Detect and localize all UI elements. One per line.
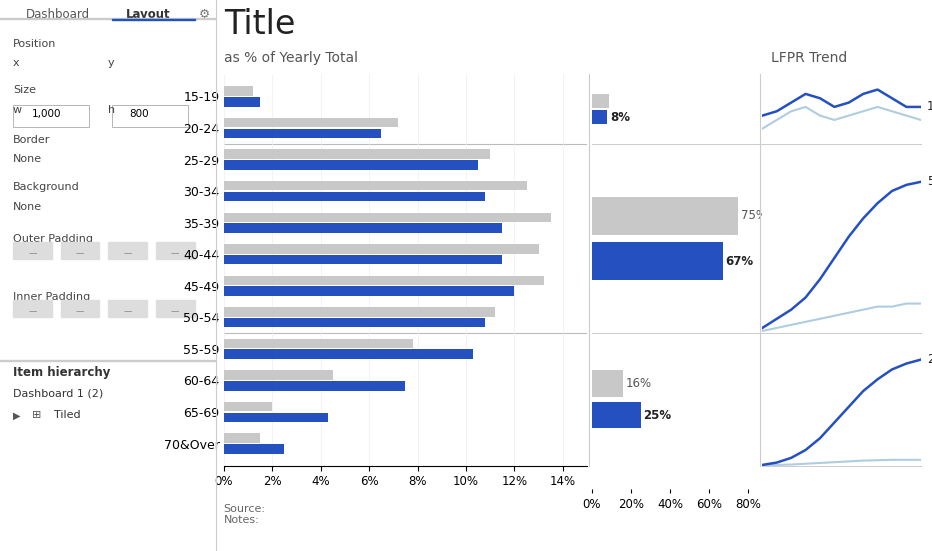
- Bar: [592, 242, 722, 280]
- Text: —: —: [28, 249, 36, 258]
- Bar: [13, 300, 52, 317]
- Bar: [108, 242, 147, 259]
- Text: 1%: 1%: [927, 100, 932, 114]
- Bar: [224, 349, 473, 359]
- Bar: [224, 128, 381, 138]
- Text: y: y: [108, 58, 115, 68]
- Bar: [224, 402, 272, 412]
- Bar: [592, 197, 738, 235]
- Text: Layout: Layout: [126, 8, 170, 21]
- Text: —: —: [75, 307, 84, 316]
- Text: 67%: 67%: [725, 255, 754, 268]
- Bar: [592, 94, 610, 107]
- Bar: [224, 87, 253, 96]
- Text: None: None: [13, 154, 42, 164]
- Bar: [224, 287, 514, 296]
- Text: h: h: [108, 105, 116, 115]
- Text: Outer Padding: Outer Padding: [13, 234, 93, 244]
- Bar: [13, 242, 52, 259]
- FancyBboxPatch shape: [113, 105, 188, 127]
- Bar: [224, 413, 328, 422]
- Text: 800: 800: [130, 109, 149, 119]
- FancyBboxPatch shape: [13, 105, 89, 127]
- Text: Inner Padding: Inner Padding: [13, 292, 90, 302]
- Text: —: —: [28, 307, 36, 316]
- Bar: [156, 300, 195, 317]
- Bar: [224, 213, 551, 222]
- Text: Dashboard: Dashboard: [26, 8, 90, 21]
- Text: 8%: 8%: [610, 111, 630, 124]
- Bar: [592, 111, 608, 125]
- Text: —: —: [123, 249, 131, 258]
- Bar: [224, 434, 260, 443]
- Bar: [156, 242, 195, 259]
- Text: Border: Border: [13, 135, 50, 145]
- Bar: [224, 444, 284, 453]
- Text: —: —: [171, 307, 179, 316]
- Bar: [224, 118, 398, 127]
- Bar: [224, 192, 486, 201]
- Text: as % of Yearly Total: as % of Yearly Total: [224, 51, 358, 65]
- Bar: [108, 300, 147, 317]
- Text: Size: Size: [13, 85, 36, 95]
- Bar: [592, 370, 624, 397]
- Text: x: x: [13, 58, 20, 68]
- Bar: [61, 300, 100, 317]
- Text: —: —: [171, 249, 179, 258]
- Text: Tiled: Tiled: [54, 410, 81, 420]
- Bar: [224, 223, 502, 233]
- Bar: [224, 276, 543, 285]
- Text: Position: Position: [13, 39, 56, 48]
- Text: —: —: [75, 249, 84, 258]
- Bar: [0, 360, 216, 361]
- Bar: [61, 242, 100, 259]
- Bar: [224, 97, 260, 106]
- Bar: [224, 318, 486, 327]
- Bar: [224, 244, 539, 253]
- Bar: [224, 370, 333, 380]
- Text: Source:
Notes:: Source: Notes:: [224, 504, 266, 526]
- Text: Title: Title: [224, 8, 295, 41]
- Bar: [224, 339, 413, 348]
- Text: 1,000: 1,000: [32, 109, 61, 119]
- Text: 27%: 27%: [927, 353, 932, 366]
- Text: ⚙: ⚙: [199, 8, 211, 21]
- Text: Background: Background: [13, 182, 80, 192]
- Bar: [224, 255, 502, 264]
- Text: LFPR Trend: LFPR Trend: [772, 51, 847, 65]
- Bar: [224, 181, 527, 191]
- Text: Dashboard 1 (2): Dashboard 1 (2): [13, 388, 103, 398]
- Bar: [113, 19, 195, 20]
- Bar: [592, 402, 640, 429]
- Text: 75%: 75%: [741, 209, 767, 222]
- Text: 25%: 25%: [643, 409, 672, 422]
- Text: 16%: 16%: [626, 377, 652, 390]
- Text: ⊞: ⊞: [33, 410, 42, 420]
- Text: 5%: 5%: [927, 175, 932, 188]
- Text: w: w: [13, 105, 22, 115]
- Text: —: —: [123, 307, 131, 316]
- Bar: [224, 149, 490, 159]
- Bar: [224, 307, 495, 317]
- Bar: [224, 381, 405, 391]
- Text: Item hierarchy: Item hierarchy: [13, 366, 110, 380]
- Bar: [224, 160, 478, 170]
- Text: ▶: ▶: [13, 410, 21, 420]
- Text: None: None: [13, 202, 42, 212]
- Bar: [0, 18, 216, 19]
